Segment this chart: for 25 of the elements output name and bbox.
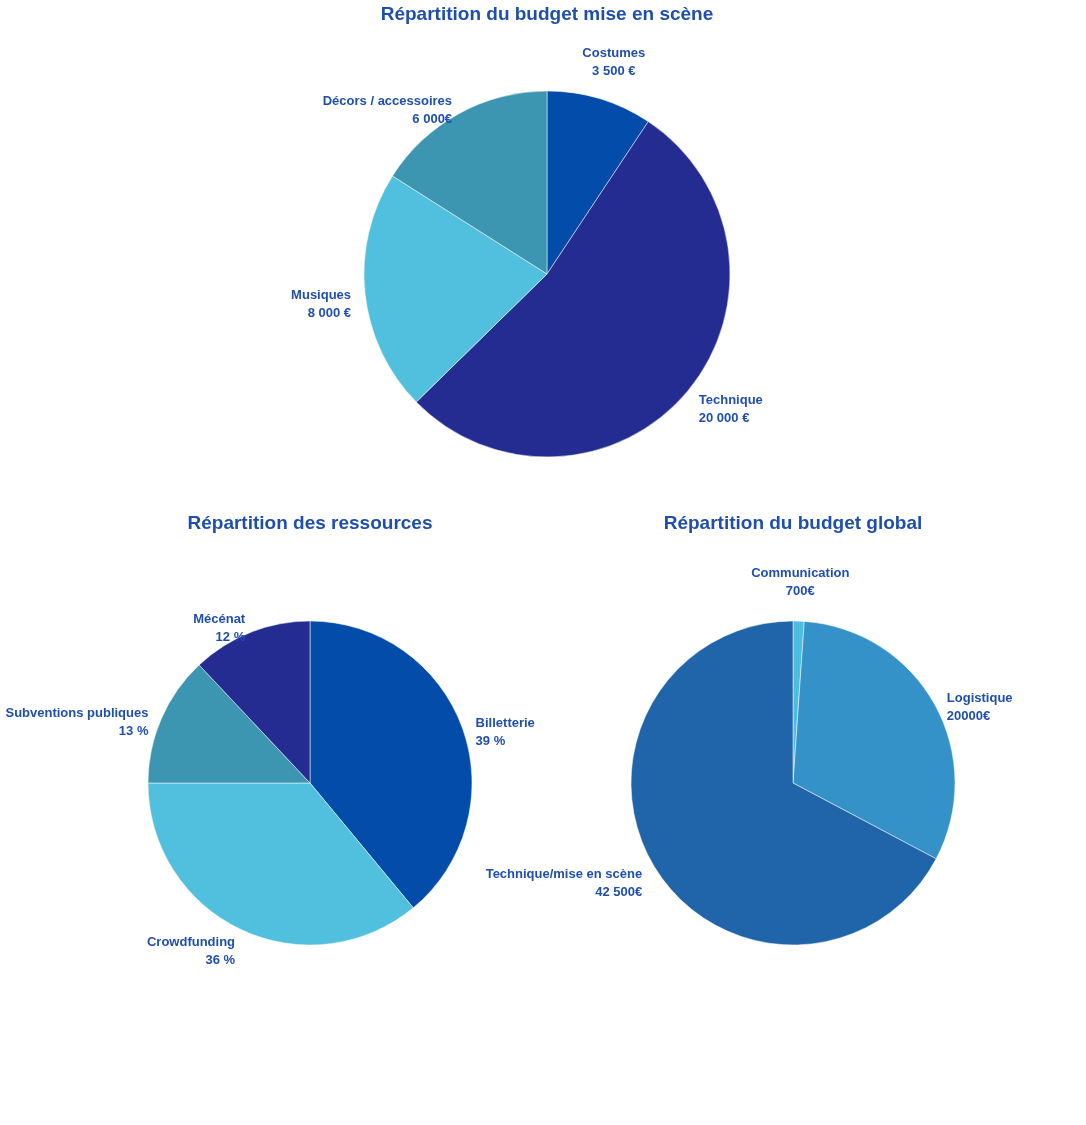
data-label: 39 %: [475, 733, 506, 749]
slice-label: Décors / accessoires: [322, 93, 453, 109]
slice-label: Communication: [751, 565, 850, 581]
slice-label: Costumes: [582, 44, 646, 60]
data-label: 3 500 €: [592, 62, 636, 78]
slice-label: Mécénat: [193, 611, 246, 627]
data-label: 13 %: [118, 723, 149, 739]
slice-label: Technique/mise en scène: [485, 865, 643, 881]
slice-label: Crowdfunding: [146, 934, 236, 950]
data-label: 36 %: [205, 952, 236, 968]
slice-label: Subventions publiques: [5, 705, 149, 721]
data-label: 8 000 €: [307, 304, 352, 320]
data-label: 700€: [785, 583, 815, 599]
chart-title: Répartition du budget mise en scène: [380, 3, 714, 24]
chart-title: Répartition des ressources: [187, 512, 433, 533]
data-label: 42 500€: [595, 883, 643, 899]
slice-label: Technique: [698, 391, 763, 407]
data-label: 20000€: [946, 707, 991, 723]
chart-title: Répartition du budget global: [663, 512, 923, 533]
slice-label: Musiques: [291, 286, 352, 302]
slice-label: Logistique: [946, 689, 1013, 705]
slice-label: Billetterie: [475, 715, 535, 731]
data-label: 20 000 €: [698, 409, 750, 425]
data-label: 6 000€: [412, 111, 453, 127]
data-label: 12 %: [215, 629, 246, 645]
